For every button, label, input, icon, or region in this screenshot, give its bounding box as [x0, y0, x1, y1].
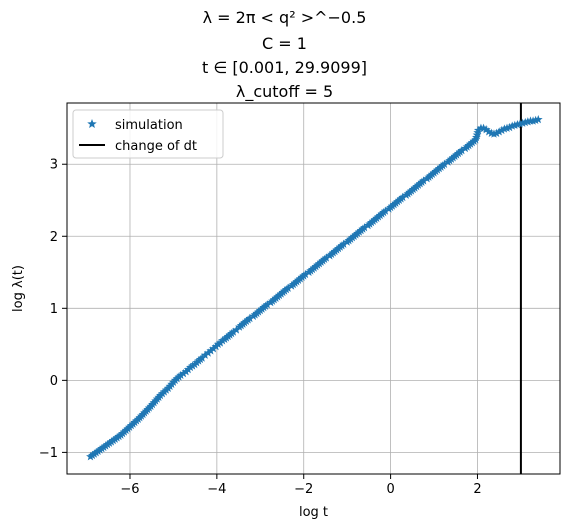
data-point [398, 192, 408, 202]
data-point [523, 117, 533, 126]
legend-box [72, 109, 224, 159]
chart-title-line-1: λ = 2π < q² >^−0.5 [202, 8, 367, 27]
x-tick-label: −4 [207, 482, 226, 497]
data-point [479, 123, 488, 132]
plot-frame [66, 102, 561, 475]
data-point [301, 269, 310, 279]
data-point [213, 339, 223, 349]
data-point [515, 119, 525, 128]
data-point [181, 367, 191, 376]
data-point [528, 116, 538, 125]
data-point [176, 370, 186, 380]
data-point [531, 115, 541, 125]
data-point [518, 118, 528, 127]
y-tick-label: 0 [50, 374, 58, 389]
data-point [232, 325, 241, 334]
y-tick-label: 2 [50, 230, 58, 245]
x-tick-label: 2 [473, 482, 481, 497]
x-axis-label: log t [299, 505, 328, 520]
data-point [283, 283, 293, 292]
data-point [360, 223, 369, 232]
data-point [381, 206, 390, 215]
data-point [419, 176, 428, 185]
data-point [533, 114, 543, 124]
legend-star [87, 119, 97, 129]
data-point [206, 346, 216, 355]
data-point [502, 123, 512, 132]
y-tick-label: −1 [39, 446, 58, 461]
data-point [492, 128, 501, 137]
data-point [197, 353, 207, 362]
axis-ticks: −6 −4 −2 0 2 −1 0 1 2 3 [39, 158, 482, 497]
chart-title-line-2: C = 1 [262, 34, 307, 53]
data-point [183, 364, 193, 374]
data-point [218, 336, 227, 345]
data-point [513, 120, 522, 129]
data-point [497, 125, 507, 135]
data-point [489, 129, 499, 138]
data-point [211, 341, 221, 351]
x-tick-label: −2 [294, 482, 313, 497]
data-point [457, 145, 467, 155]
data-point [200, 350, 210, 359]
data-point [494, 127, 504, 136]
data-point [500, 124, 509, 133]
data-point [321, 253, 331, 262]
data-point [262, 300, 272, 309]
data-point [209, 344, 218, 353]
data-point [481, 125, 491, 134]
data-point [215, 338, 225, 347]
chart-title-line-4: λ_cutoff = 5 [235, 82, 334, 101]
data-point [510, 120, 520, 130]
y-axis-label: log λ(t) [11, 265, 26, 312]
x-tick-label: 0 [386, 482, 394, 497]
grid [67, 103, 560, 474]
data-point [245, 313, 255, 323]
data-point [520, 117, 530, 127]
legend-label-simulation: simulation [115, 118, 183, 133]
legend-star-marker [87, 119, 97, 129]
data-point [473, 125, 483, 135]
data-point [507, 121, 517, 130]
data-point [179, 368, 188, 378]
data-point [339, 239, 349, 248]
x-tick-label: −6 [120, 482, 139, 497]
data-point [228, 327, 238, 336]
data-point [505, 122, 514, 132]
data-point [440, 159, 449, 168]
data-point [188, 361, 197, 370]
chart-title-line-3: t ∈ [0.001, 29.9099] [201, 58, 367, 77]
data-point [484, 127, 494, 136]
legend-label-change-of-dt: change of dt [115, 139, 197, 154]
data-point [185, 362, 195, 372]
y-tick-label: 1 [50, 302, 58, 317]
y-tick-label: 3 [50, 158, 58, 173]
legend: simulation change of dt [72, 109, 224, 159]
data-point [203, 348, 213, 357]
scatter-points [86, 114, 543, 461]
